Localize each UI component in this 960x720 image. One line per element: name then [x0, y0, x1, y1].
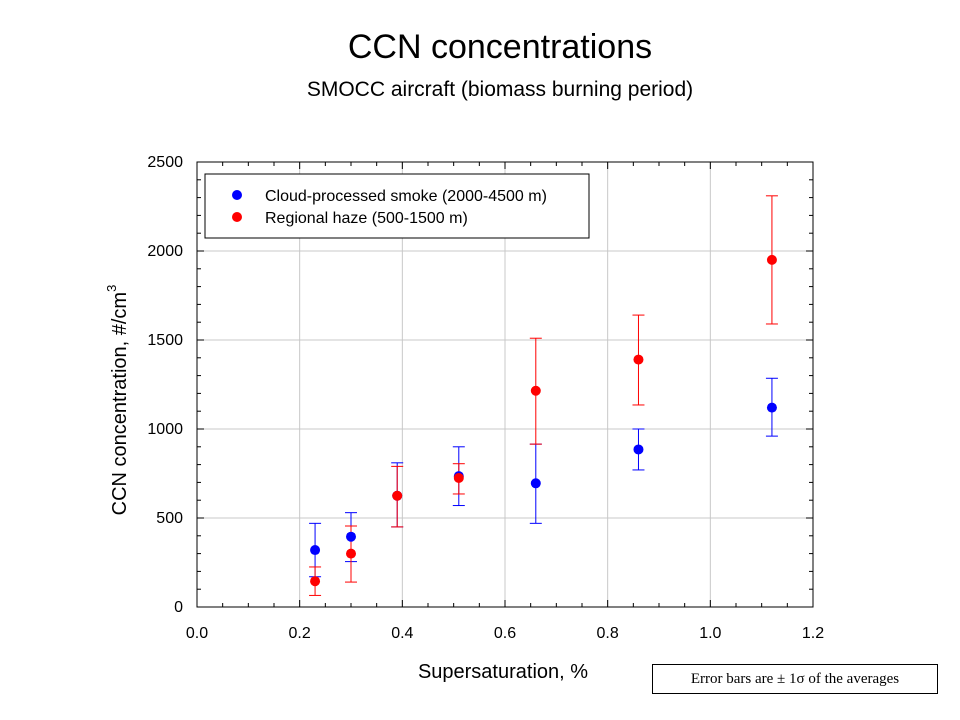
regional-haze-point	[530, 385, 541, 396]
x-tick-label: 0.2	[289, 625, 311, 642]
regional-haze-point	[766, 254, 777, 265]
x-axis-label: Supersaturation, %	[418, 661, 588, 683]
regional-haze-point	[346, 548, 356, 559]
cloud-processed-point	[310, 545, 321, 556]
cloud-processed-point	[766, 402, 777, 413]
legend-marker	[232, 212, 242, 222]
cloud-processed-point	[530, 478, 541, 489]
y-axis-label: CCN concentration, #/cm3	[104, 285, 131, 516]
regional-haze-point	[310, 576, 321, 587]
legend-label: Cloud-processed smoke (2000-4500 m)	[265, 188, 547, 205]
y-tick-label: 1000	[147, 421, 183, 438]
y-tick-label: 0	[174, 599, 183, 616]
legend-box	[204, 173, 590, 239]
legend-label: Regional haze (500-1500 m)	[265, 210, 468, 227]
y-axis-label-superscript: 3	[104, 285, 119, 292]
y-axis-label-main: CCN concentration, #/cm	[109, 292, 131, 515]
x-tick-label: 0.0	[186, 625, 208, 642]
x-tick-label: 1.2	[802, 625, 824, 642]
y-tick-label: 2500	[147, 154, 183, 171]
x-tick-label: 0.6	[494, 625, 516, 642]
regional-haze-point	[633, 354, 644, 365]
x-tick-label: 0.8	[597, 625, 619, 642]
y-tick-label: 500	[156, 510, 183, 527]
chart-title: CCN concentrations	[347, 28, 653, 66]
y-tick-label: 1500	[147, 332, 183, 349]
cloud-processed-point	[346, 531, 356, 542]
error-bar-note: Error bars are ± 1σ of the averages	[652, 664, 938, 694]
regional-haze-point	[453, 472, 464, 483]
x-tick-label: 1.0	[699, 625, 721, 642]
cloud-processed-point	[633, 444, 644, 455]
legend-marker	[232, 190, 242, 200]
x-tick-label: 0.4	[391, 625, 413, 642]
regional-haze-point	[392, 490, 403, 501]
y-tick-label: 2000	[147, 243, 183, 260]
chart-subtitle: SMOCC aircraft (biomass burning period)	[306, 78, 694, 101]
